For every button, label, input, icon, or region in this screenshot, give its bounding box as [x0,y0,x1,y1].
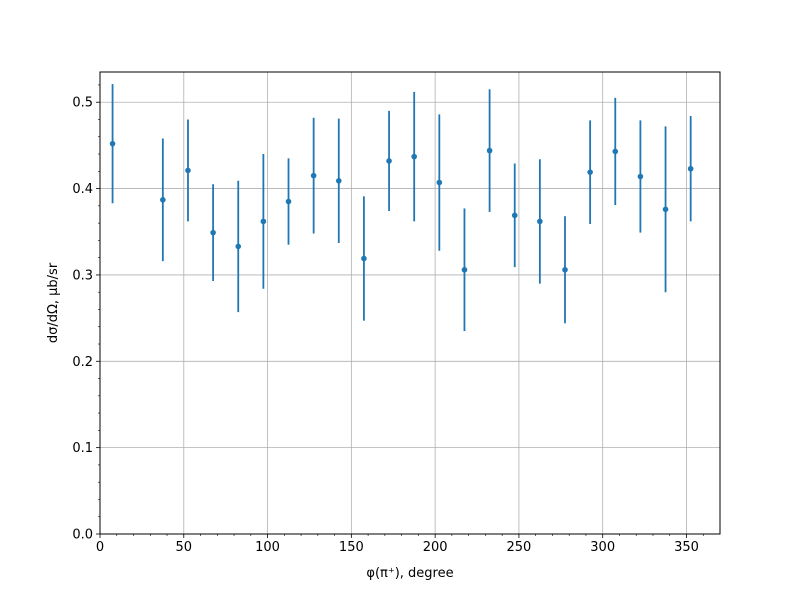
tick-layer: 0 50 100 150 200 250 300 350 0.0 0.1 0.2 0.3 0.4 0.5 [72,84,704,555]
data-point [537,218,543,225]
y-tick-label: 0.5 [72,96,93,111]
data-point [662,206,669,213]
data-point [160,197,166,203]
y-tick-label: 0.3 [72,268,93,283]
data-layer [109,84,694,332]
data-point [335,178,342,184]
grid-layer [100,72,720,534]
data-point [285,198,292,205]
x-tick-label: 200 [423,540,448,555]
data-point [210,229,216,236]
data-point [486,147,493,154]
y-tick-label: 0.0 [72,528,93,543]
data-point [436,179,443,186]
y-axis-label: dσ/dΩ, μb/sr [46,262,61,343]
y-tick-label: 0.2 [72,355,93,370]
data-point [637,173,644,180]
data-point [361,255,367,262]
data-point [587,169,593,175]
data-point [562,266,568,273]
data-point [687,165,694,172]
data-point [310,172,317,179]
y-tick-label: 0.4 [72,182,93,197]
data-point [260,218,267,225]
x-axis-label: φ(π⁺), degree [366,566,453,581]
x-tick-label: 100 [255,540,280,555]
x-tick-label: 0 [96,540,104,555]
data-point [511,212,518,219]
plot-frame [99,71,721,535]
data-point [109,140,116,147]
data-point [461,266,468,273]
x-tick-label: 250 [507,540,532,555]
data-point [235,243,242,250]
x-tick-label: 150 [339,540,364,555]
data-point [411,153,417,160]
data-point [612,148,619,155]
x-tick-label: 300 [590,540,615,555]
x-tick-label: 350 [674,540,699,555]
data-point [386,158,392,164]
x-tick-label: 50 [176,540,193,555]
y-tick-label: 0.1 [72,441,93,456]
data-point [185,167,191,174]
